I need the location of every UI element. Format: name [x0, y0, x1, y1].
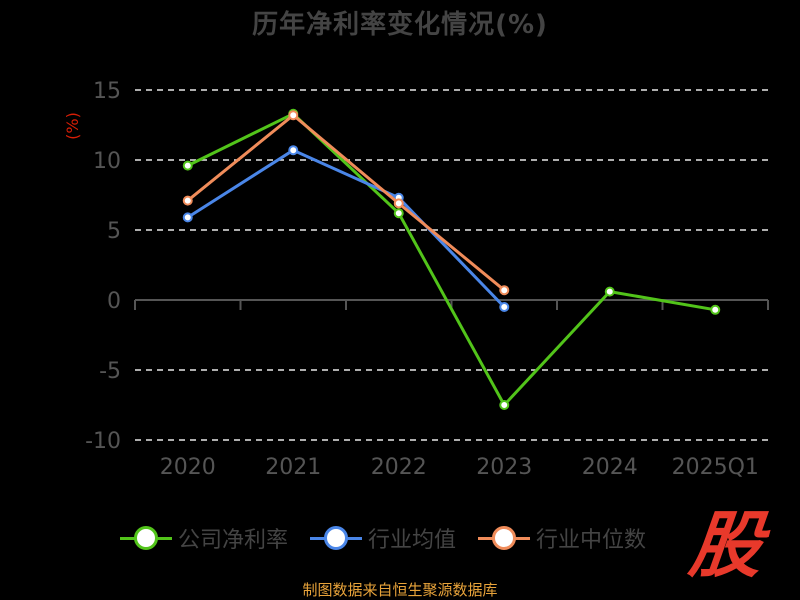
data-point-0: [499, 400, 510, 410]
legend-label-company: 公司净利率: [178, 528, 289, 553]
legend-item-industry-mean[interactable]: 行业均值: [310, 522, 456, 554]
chart-title: 历年净利率变化情况(%): [252, 10, 548, 40]
legend-marker-industry-mean: [310, 526, 363, 550]
y-tick-label: 0: [107, 289, 121, 314]
y-tick-label: 15: [93, 79, 121, 104]
legend-label-industry-mean: 行业均值: [368, 528, 457, 553]
data-point-1: [499, 302, 510, 312]
data-source-footer: 制图数据来自恒生聚源数据库: [302, 581, 498, 599]
y-tick-label: 5: [107, 219, 121, 244]
legend-item-industry-median[interactable]: 行业中位数: [478, 522, 646, 554]
x-tick-label: 2024: [582, 455, 638, 480]
x-tick-label: 2022: [371, 455, 427, 480]
legend-dot: [134, 526, 158, 550]
data-point-2: [288, 110, 299, 121]
y-axis-label: (%): [63, 112, 82, 140]
data-point-1: [182, 212, 193, 223]
data-point-0: [604, 286, 615, 297]
legend: 公司净利率 行业均值 行业中位数: [120, 520, 646, 556]
legend-label-industry-median: 行业中位数: [536, 528, 647, 553]
series-line-2: [186, 113, 506, 292]
data-point-1: [288, 145, 299, 156]
data-point-0: [710, 304, 721, 315]
brand-logo: 股: [685, 503, 767, 587]
data-point-0: [182, 160, 193, 171]
series-line-0: [187, 112, 716, 407]
data-point-2: [393, 198, 404, 209]
y-tick-label: 10: [93, 149, 121, 174]
data-point-0: [393, 208, 404, 219]
legend-item-company[interactable]: 公司净利率: [120, 522, 288, 554]
data-point-2: [499, 285, 510, 296]
y-tick-label: -5: [99, 359, 121, 384]
x-tick-label: 2020: [160, 455, 216, 480]
x-tick-label: 2023: [476, 455, 532, 480]
legend-marker-industry-median: [478, 526, 531, 550]
legend-dot: [492, 526, 517, 550]
data-point-2: [182, 195, 193, 206]
legend-dot: [324, 526, 349, 550]
x-tick-label: 2025Q1: [672, 455, 759, 480]
y-tick-label: -10: [85, 429, 121, 454]
series-line-1: [186, 148, 506, 309]
legend-marker-company: [120, 526, 172, 550]
x-tick-label: 2021: [265, 455, 321, 480]
